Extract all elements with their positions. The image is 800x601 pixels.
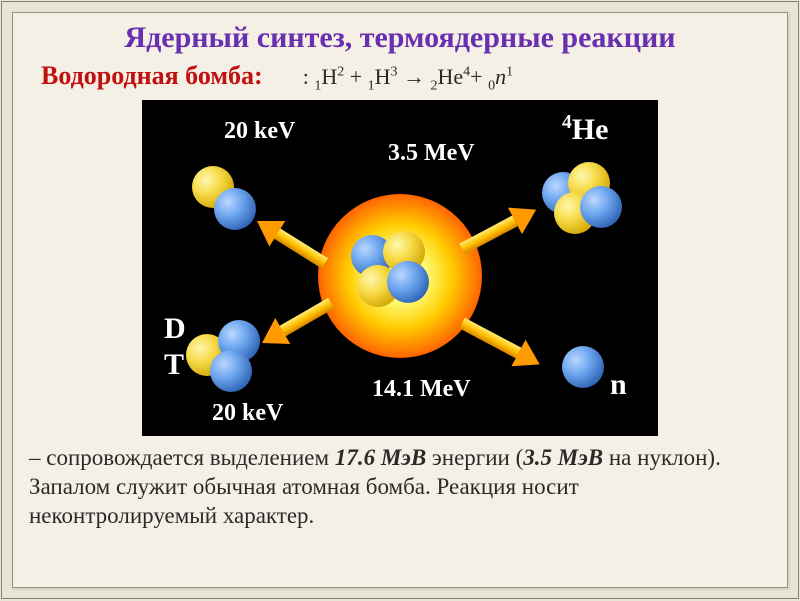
diagram-label: 4He [562, 112, 608, 147]
outer-frame: Ядерный синтез, термоядерные реакции Вод… [1, 1, 799, 599]
reaction-equation: : 1H2 + 1H3 → 2He4+ 0n1 [303, 64, 513, 94]
reaction-arrow [252, 214, 329, 272]
subtitle-row: Водородная бомба: : 1H2 + 1H3 → 2He4+ 0n… [29, 61, 771, 94]
slide-subtitle: Водородная бомба: [29, 61, 263, 91]
diagram-label: T [164, 348, 184, 382]
diagram-label: 14.1 MeV [372, 376, 471, 403]
reaction-arrow [458, 315, 541, 370]
diagram-label: D [164, 312, 186, 346]
diagram-label: 20 keV [212, 400, 283, 427]
slide-panel: Ядерный синтез, термоядерные реакции Вод… [12, 12, 788, 588]
diagram-wrap: DTn 4He 20 keV 20 keV 3.5 MeV 14.1 MeV [29, 100, 771, 436]
slide-title: Ядерный синтез, термоядерные реакции [29, 21, 771, 55]
blue-nucleon [214, 188, 256, 230]
reaction-arrow [458, 204, 537, 257]
blue-nucleon [580, 186, 622, 228]
diagram-label: n [610, 368, 627, 402]
diagram-label: 3.5 MeV [388, 140, 475, 167]
caption-text: – сопровождается выделением 17.6 МэВ эне… [29, 444, 771, 530]
reaction-arrow [258, 296, 336, 352]
fusion-diagram: DTn 4He 20 keV 20 keV 3.5 MeV 14.1 MeV [142, 100, 658, 436]
diagram-label: 20 keV [224, 118, 295, 145]
blue-nucleon [210, 350, 252, 392]
blue-nucleon [562, 346, 604, 388]
